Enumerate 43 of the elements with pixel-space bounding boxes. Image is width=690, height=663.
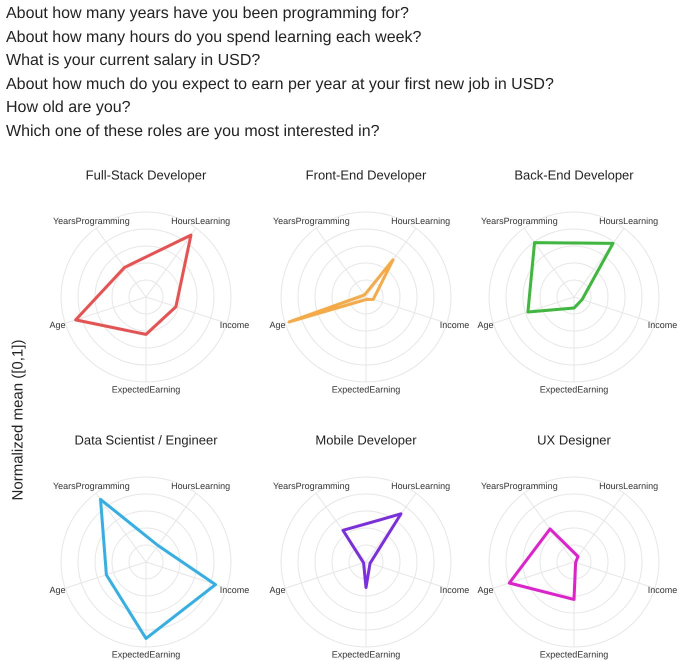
chart-title: Data Scientist / Engineer <box>74 432 218 448</box>
spoke-label: ExpectedEarning <box>332 649 400 660</box>
spoke-label: Age <box>270 585 286 596</box>
spoke-label: Age <box>50 320 66 330</box>
spoke-label: Income <box>440 320 470 330</box>
spoke-label: HoursLearning <box>391 481 450 492</box>
spoke-label: HoursLearning <box>391 216 450 226</box>
chart-title: Back-End Developer <box>514 168 634 183</box>
text: How old are you? <box>6 98 132 118</box>
spoke-label: Income <box>440 585 470 596</box>
spoke-label: YearsProgramming <box>480 481 558 492</box>
spoke-label: Age <box>270 320 286 330</box>
spoke-label: Age <box>478 320 494 330</box>
spoke-label: ExpectedEarning <box>332 384 400 394</box>
spoke-label: Age <box>478 585 494 596</box>
spoke-label: YearsProgramming <box>52 481 130 492</box>
text: What is your current salary in USD? <box>6 51 262 71</box>
spoke-label: Age <box>50 585 66 596</box>
chart-title: UX Designer <box>537 432 612 448</box>
spoke-label: YearsProgramming <box>272 216 350 226</box>
spoke-label: Income <box>220 320 250 330</box>
spoke-label: Income <box>648 320 678 330</box>
spoke-label: ExpectedEarning <box>540 384 608 394</box>
spoke-label: HoursLearning <box>171 481 230 492</box>
chart-title: Full-Stack Developer <box>86 168 207 183</box>
chart-title: Front-End Developer <box>306 168 428 183</box>
spoke-label: YearsProgramming <box>272 481 350 492</box>
text: Normalized mean ([0,1]) <box>10 340 26 500</box>
spoke-label: YearsProgramming <box>52 216 130 226</box>
chart-title: Mobile Developer <box>315 432 418 448</box>
spoke-label: ExpectedEarning <box>540 649 608 660</box>
spoke-label: YearsProgramming <box>480 216 558 226</box>
text: About how many years have you been programming for? <box>6 4 410 24</box>
text: Which one of these roles are you most interested in? <box>6 122 381 142</box>
spoke-label: HoursLearning <box>599 481 658 492</box>
spoke-label: HoursLearning <box>599 216 658 226</box>
spoke-label: Income <box>648 585 678 596</box>
spoke-label: Income <box>220 585 250 596</box>
spoke-label: ExpectedEarning <box>112 384 180 394</box>
text: About how much do you expect to earn per year at your first new job in USD? <box>6 74 554 94</box>
spoke-label: HoursLearning <box>171 216 230 226</box>
text: About how many hours do you spend learning each week? <box>6 28 422 48</box>
spoke-label: ExpectedEarning <box>112 649 180 660</box>
